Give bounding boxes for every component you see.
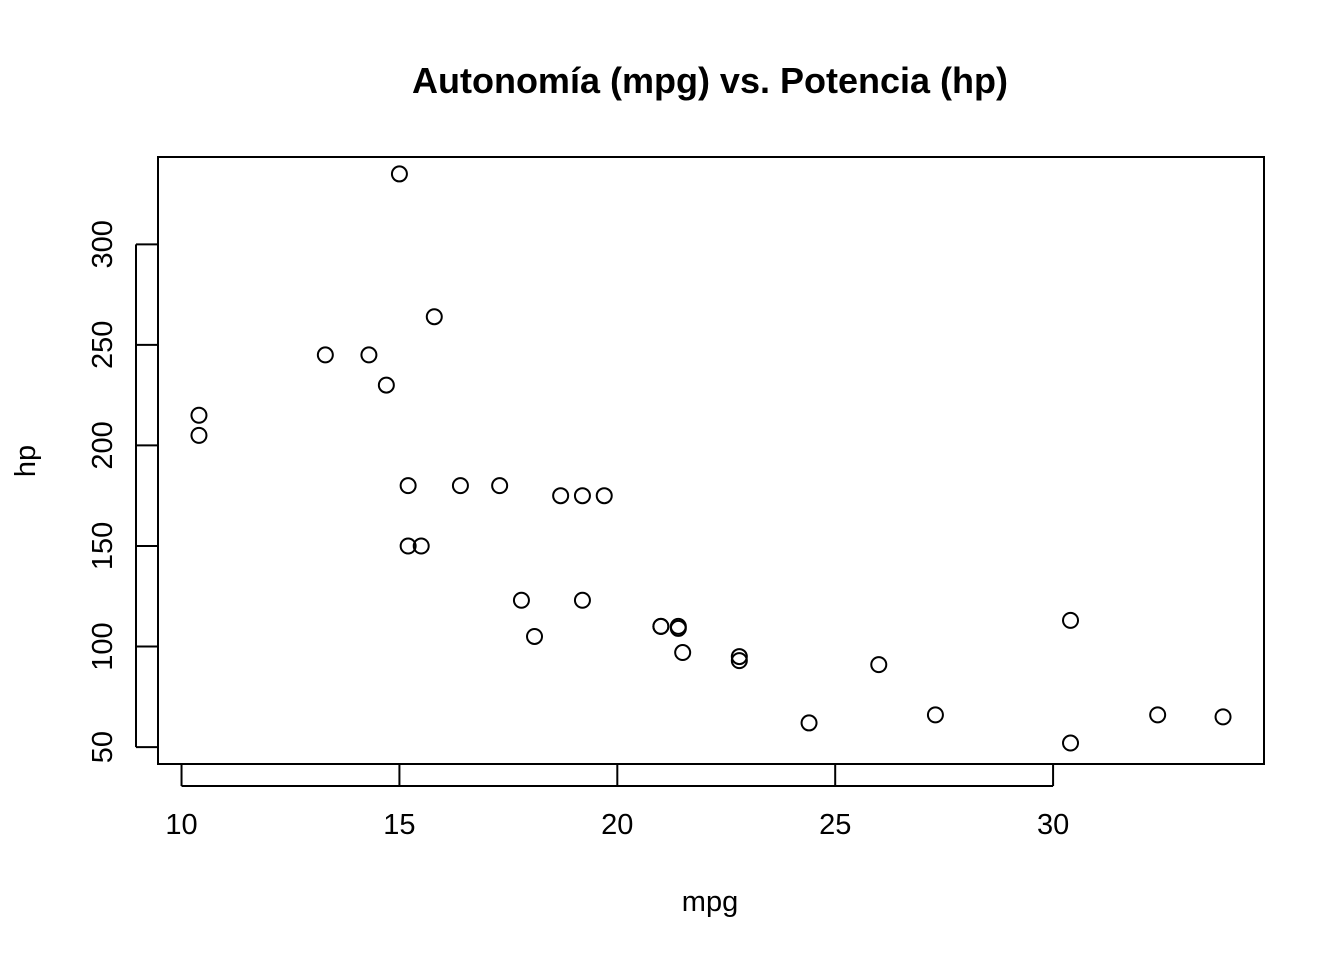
data-point [399, 477, 417, 495]
y-tick-label: 250 [87, 321, 119, 369]
data-point [390, 165, 408, 183]
data-point [652, 617, 670, 635]
data-point [512, 591, 530, 609]
x-tick-label: 25 [819, 809, 851, 841]
chart-title: Autonomía (mpg) vs. Potencia (hp) [412, 60, 1008, 101]
data-point [669, 619, 687, 637]
data-point [412, 537, 430, 555]
y-axis: 50 100 150 200 250 300 [87, 220, 158, 763]
data-point [870, 656, 888, 674]
data-point [573, 591, 591, 609]
data-point [1062, 734, 1080, 752]
data-point [800, 714, 818, 732]
y-tick-label: 200 [87, 421, 119, 469]
data-point [1149, 706, 1167, 724]
data-point [1062, 611, 1080, 629]
data-point [595, 487, 613, 505]
y-tick-label: 100 [87, 622, 119, 670]
y-tick-label: 300 [87, 220, 119, 268]
x-axis-label: mpg [682, 886, 738, 918]
data-point [491, 477, 509, 495]
x-tick-label: 30 [1037, 809, 1069, 841]
y-tick-label: 150 [87, 522, 119, 570]
data-point [377, 376, 395, 394]
data-point [674, 644, 692, 662]
data-point [360, 346, 378, 364]
data-point [730, 648, 748, 666]
data-point [526, 627, 544, 645]
plot-frame [157, 156, 1265, 765]
data-point [730, 652, 748, 670]
x-tick-label: 20 [601, 809, 633, 841]
data-points [190, 165, 1232, 752]
x-tick-label: 15 [383, 809, 415, 841]
data-point [552, 487, 570, 505]
x-tick-label: 10 [165, 809, 197, 841]
data-point [926, 706, 944, 724]
data-point [425, 308, 443, 326]
data-point [190, 406, 208, 424]
data-point [316, 346, 334, 364]
x-axis: 10 15 20 25 30 [165, 764, 1069, 841]
data-point [451, 477, 469, 495]
data-point [399, 537, 417, 555]
data-point [190, 426, 208, 444]
data-point [1214, 708, 1232, 726]
y-axis-label: hp [10, 445, 42, 477]
y-tick-label: 50 [87, 731, 119, 763]
data-point [573, 487, 591, 505]
